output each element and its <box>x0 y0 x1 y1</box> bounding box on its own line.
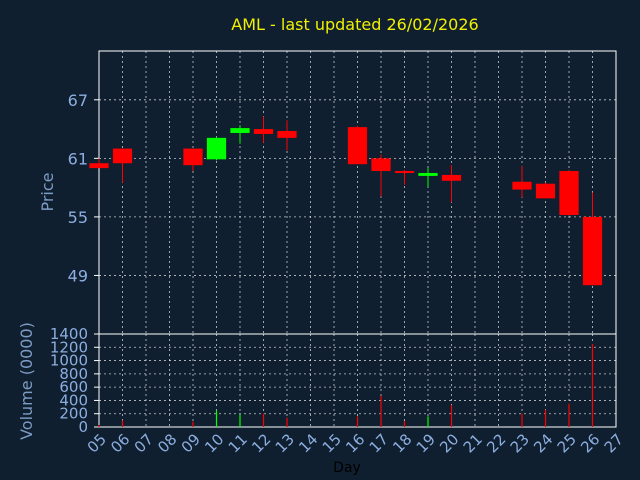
volume-tick-label: 200 <box>59 405 88 423</box>
candle <box>535 182 556 199</box>
price-axis-label: Price <box>38 172 57 211</box>
price-tick-label: 49 <box>68 266 88 285</box>
chart-title: AML - last updated 26/02/2026 <box>231 15 478 34</box>
candle-body <box>253 129 274 134</box>
candle-body <box>371 158 391 172</box>
candle <box>89 158 109 169</box>
candle-body <box>347 127 368 165</box>
candle <box>582 192 603 286</box>
candle <box>512 166 532 198</box>
price-tick-label: 67 <box>68 91 88 110</box>
candles <box>89 116 603 286</box>
candle <box>559 170 579 216</box>
candle-body <box>206 137 227 160</box>
candle <box>183 148 203 172</box>
candle-body <box>112 148 133 164</box>
volume-tick-label: 400 <box>59 391 88 409</box>
candle-body <box>582 216 603 286</box>
x-axis-label: Day <box>333 460 361 476</box>
candle-body <box>535 183 556 199</box>
volume-bars <box>98 343 594 427</box>
x-axis: 0506070809101112131415161718192021222324… <box>84 430 627 456</box>
candle <box>112 148 133 183</box>
candle <box>371 154 391 197</box>
candle-body <box>183 148 203 166</box>
candle <box>230 125 250 144</box>
candle <box>206 136 227 161</box>
volume-axis-label: Volume (0000) <box>17 322 36 440</box>
candle <box>441 165 462 203</box>
volume-tick-label: 1400 <box>50 325 88 343</box>
volume-tick-label: 1200 <box>50 338 88 356</box>
volume-tick-label: 1000 <box>50 352 88 370</box>
candle <box>418 168 438 187</box>
candle-body <box>89 163 109 169</box>
candle <box>394 170 415 185</box>
volume-tick-label: 600 <box>59 378 88 396</box>
candle-body <box>418 172 438 176</box>
price-tick-label: 55 <box>68 208 88 227</box>
candle-body <box>394 171 415 174</box>
volume-tick-label: 800 <box>59 365 88 383</box>
candle <box>253 116 274 143</box>
candle <box>347 126 368 165</box>
candle-body <box>512 181 532 190</box>
volume-tick-label: 0 <box>78 418 88 436</box>
price-tick-label: 61 <box>68 149 88 168</box>
candle-body <box>559 171 579 215</box>
candle-body <box>277 131 297 138</box>
candle-body <box>230 128 250 133</box>
candle <box>277 120 297 151</box>
candle-body <box>441 174 462 181</box>
